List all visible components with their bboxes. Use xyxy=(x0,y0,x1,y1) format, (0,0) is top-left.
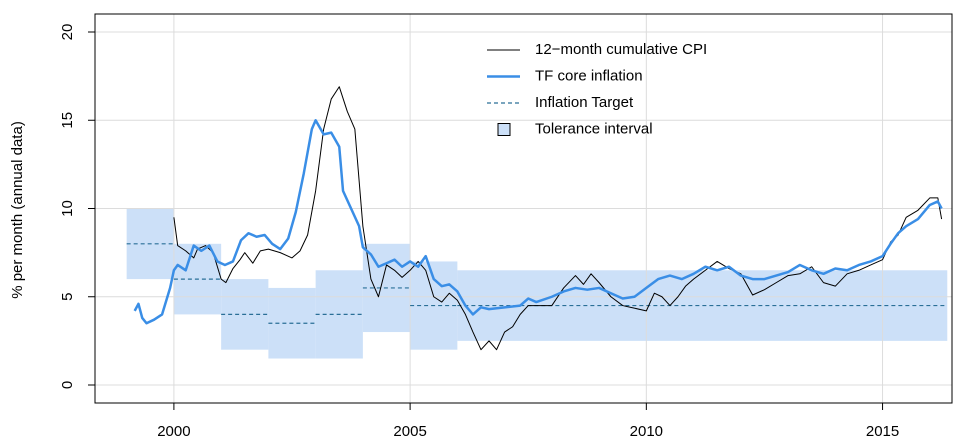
x-tick-label: 2000 xyxy=(157,423,190,440)
x-tick-label: 2015 xyxy=(866,423,899,440)
plot-frame xyxy=(94,13,953,404)
legend-label: Tolerance interval xyxy=(535,120,653,137)
y-axis-label: % per month (annual data) xyxy=(9,121,26,299)
y-tick-label: 5 xyxy=(59,293,76,301)
legend-swatch xyxy=(497,123,511,136)
y-tick-label: 0 xyxy=(59,381,76,389)
series-line xyxy=(133,119,943,325)
legend-label: TF core inflation xyxy=(535,67,643,84)
y-tick-label: 20 xyxy=(59,24,76,41)
series-line xyxy=(173,86,943,351)
y-tick-label: 10 xyxy=(59,200,76,217)
legend-label: Inflation Target xyxy=(535,94,634,111)
legend-label: 12−month cumulative CPI xyxy=(535,41,707,58)
x-tick-label: 2005 xyxy=(393,423,426,440)
x-tick-label: 2010 xyxy=(630,423,663,440)
y-tick-label: 15 xyxy=(59,112,76,129)
